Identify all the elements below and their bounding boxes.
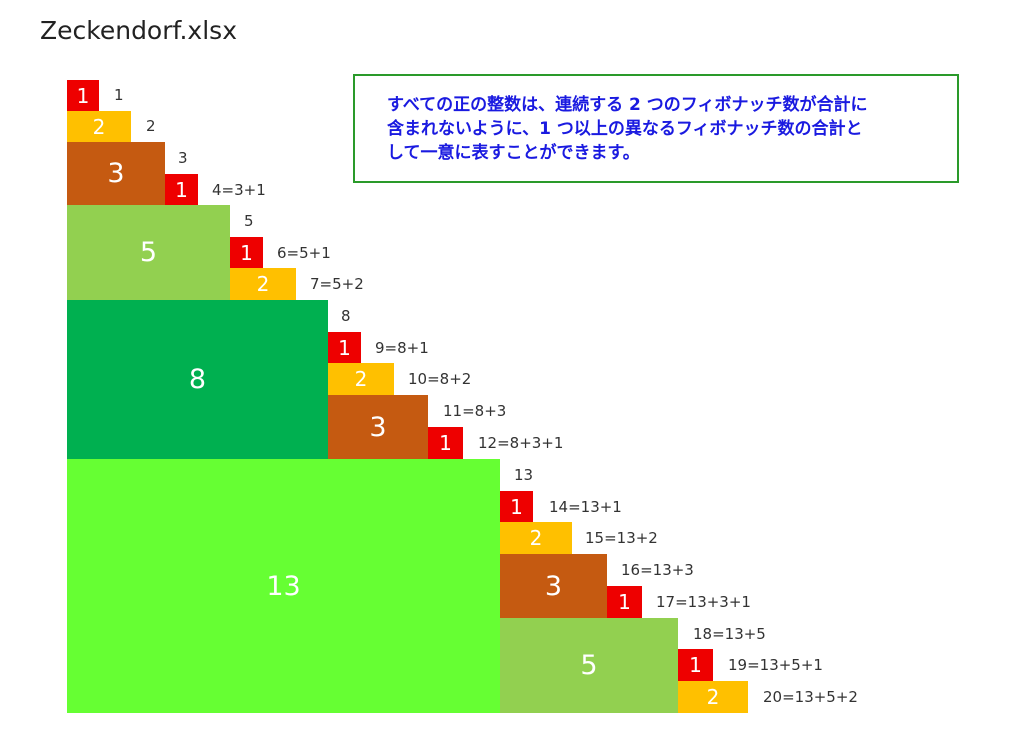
block-1: 1 (230, 237, 263, 268)
block-2: 2 (328, 363, 394, 395)
block-1: 1 (165, 174, 198, 205)
block-2: 2 (67, 111, 131, 142)
sum-label: 17=13+3+1 (656, 593, 751, 611)
block-1: 1 (428, 427, 463, 459)
block-5: 5 (67, 205, 230, 300)
block-1: 1 (67, 80, 99, 111)
block-5: 5 (500, 618, 678, 713)
sum-label: 8 (341, 307, 351, 325)
sum-label: 11=8+3 (443, 402, 507, 420)
block-2: 2 (500, 522, 572, 554)
sum-label: 16=13+3 (621, 561, 694, 579)
block-3: 3 (67, 142, 165, 205)
block-1: 1 (500, 491, 533, 522)
sum-label: 2 (146, 117, 156, 135)
sum-label: 7=5+2 (310, 275, 364, 293)
block-2: 2 (678, 681, 748, 713)
file-title: Zeckendorf.xlsx (40, 16, 237, 45)
block-1: 1 (607, 586, 642, 618)
sum-label: 3 (178, 149, 188, 167)
sum-label: 4=3+1 (212, 181, 266, 199)
sum-label: 14=13+1 (549, 498, 622, 516)
block-8: 8 (67, 300, 328, 459)
note-line: 含まれないように、1 つ以上の異なるフィボナッチ数の合計と (387, 119, 863, 139)
sum-label: 10=8+2 (408, 370, 472, 388)
block-2: 2 (230, 268, 296, 300)
sum-label: 1 (114, 86, 124, 104)
description-box: すべての正の整数は、連続する 2 つのフィボナッチ数が合計に 含まれないように、… (353, 74, 959, 183)
sum-label: 13 (514, 466, 534, 484)
block-1: 1 (328, 332, 361, 363)
note-line: して一意に表すことができます。 (387, 143, 640, 163)
sum-label: 18=13+5 (693, 625, 766, 643)
sum-label: 20=13+5+2 (763, 688, 858, 706)
block-1: 1 (678, 649, 713, 681)
block-3: 3 (328, 395, 428, 459)
sum-label: 15=13+2 (585, 529, 658, 547)
block-13: 13 (67, 459, 500, 713)
sum-label: 9=8+1 (375, 339, 429, 357)
sum-label: 19=13+5+1 (728, 656, 823, 674)
sum-label: 12=8+3+1 (478, 434, 564, 452)
sum-label: 5 (244, 212, 254, 230)
note-line: すべての正の整数は、連続する 2 つのフィボナッチ数が合計に (387, 95, 868, 115)
sum-label: 6=5+1 (277, 244, 331, 262)
block-3: 3 (500, 554, 607, 618)
